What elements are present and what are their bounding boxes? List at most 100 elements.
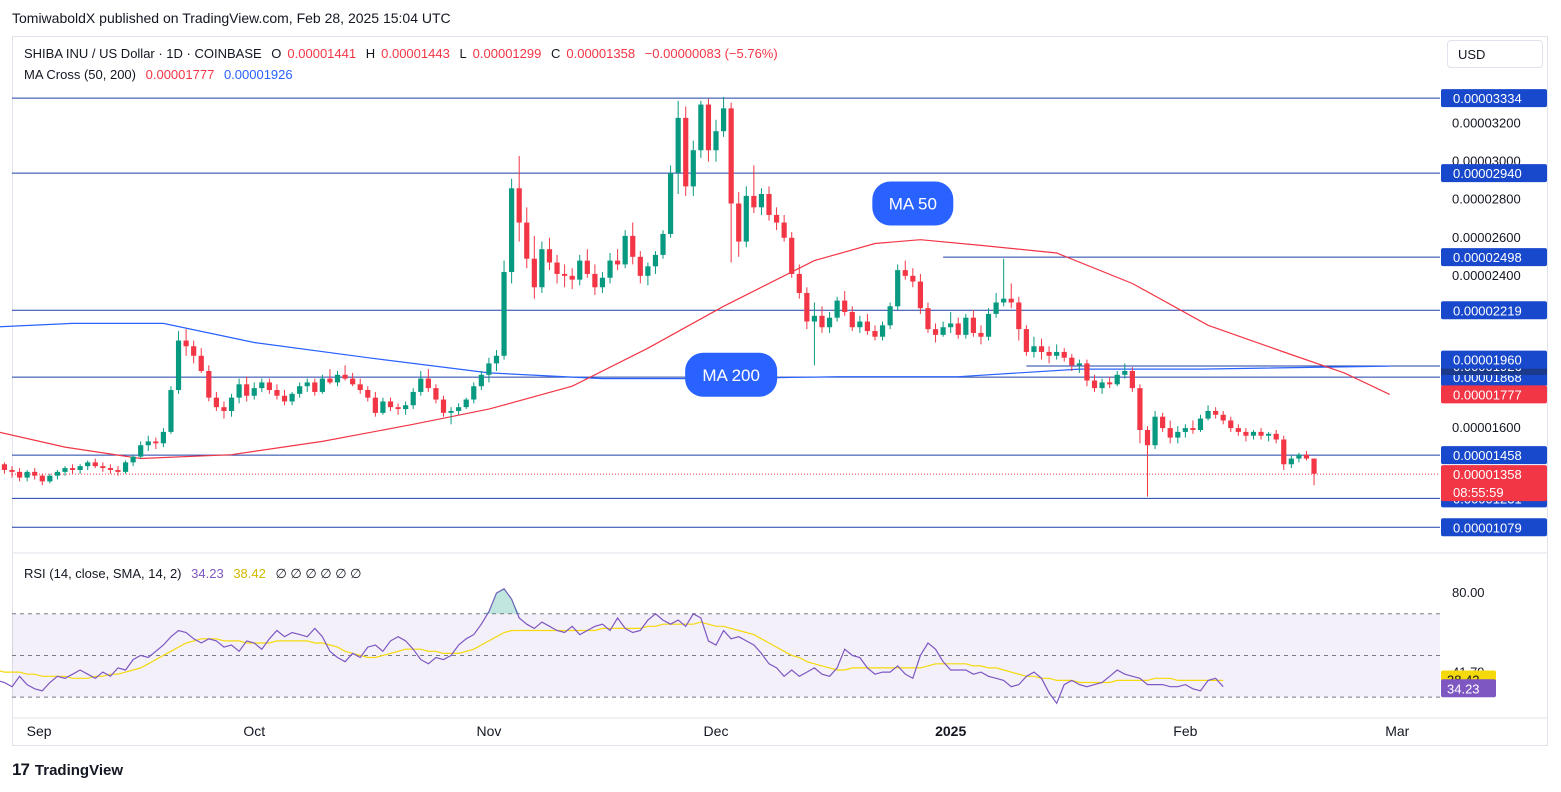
candle-body	[781, 222, 787, 238]
candle-body	[675, 117, 681, 174]
candle-body	[213, 397, 219, 408]
candle-body	[637, 256, 643, 276]
level-price-label-bg	[1441, 518, 1547, 537]
level-price-label-bg	[1441, 248, 1547, 267]
candle-body	[660, 233, 666, 255]
candle-body	[902, 270, 908, 276]
candle-body	[1061, 351, 1067, 358]
candle-body	[1054, 351, 1060, 356]
candle-body	[1266, 433, 1272, 436]
candle-body	[993, 302, 999, 314]
open-value: 0.00001441	[287, 46, 357, 61]
candle-body	[932, 329, 939, 335]
candle-body	[1091, 380, 1098, 389]
countdown-label: 08:55:59	[1453, 485, 1504, 500]
candle-body	[1220, 414, 1226, 421]
candle-body	[887, 306, 893, 326]
candle-body	[728, 108, 734, 204]
rsi-legend[interactable]: RSI (14, close, SMA, 14, 2) 34.23 38.42 …	[24, 566, 368, 582]
candle-body	[251, 388, 257, 396]
candle-body	[683, 117, 689, 187]
candle-body	[1190, 428, 1196, 430]
candle-body	[645, 266, 651, 276]
candle-body	[509, 188, 515, 273]
candle-body	[948, 323, 954, 328]
candle-body	[963, 317, 969, 335]
candle-body	[1031, 346, 1037, 352]
candle-body	[319, 378, 325, 392]
ma200-legend-value: 0.00001926	[223, 67, 293, 82]
candle-body	[228, 397, 235, 411]
rsi-value-label: 34.23	[1447, 681, 1480, 696]
candle-body	[743, 195, 749, 242]
candle-body	[1152, 416, 1158, 446]
rsi-label: RSI (14, close, SMA, 14, 2)	[24, 566, 182, 581]
candle-body	[622, 235, 628, 265]
symbol-title: SHIBA INU / US Dollar · 1D · COINBASE	[24, 46, 262, 61]
candle-body	[387, 401, 394, 408]
candle-body	[39, 475, 45, 482]
candle-body	[1038, 346, 1045, 352]
chart-frame	[12, 36, 1548, 746]
candle-body	[456, 407, 462, 411]
candle-body	[940, 327, 946, 335]
rsi-line	[0, 588, 1224, 705]
candle-body	[357, 384, 363, 391]
level-price-label-bg	[1441, 89, 1547, 108]
candle-body	[758, 194, 765, 208]
candle-body	[842, 300, 848, 312]
candle-body	[478, 374, 484, 387]
candle-body	[153, 441, 159, 444]
candle-body	[281, 395, 288, 402]
candle-body	[77, 466, 83, 470]
open-label: O	[271, 46, 282, 61]
candle-body	[425, 378, 431, 389]
candle-body	[910, 275, 916, 282]
candle-body	[1137, 388, 1143, 430]
candle-body	[380, 401, 386, 413]
candle-body	[1250, 431, 1257, 436]
candle-body	[1273, 433, 1279, 440]
tradingview-footer: 17 TradingView	[12, 760, 123, 780]
candle-body	[448, 410, 454, 413]
ma-legend[interactable]: MA Cross (50, 200) 0.00001777 0.00001926	[24, 67, 299, 82]
time-tick-label: Nov	[476, 723, 501, 739]
candle-body	[736, 203, 742, 242]
candle-body	[720, 108, 727, 132]
candle-body	[433, 388, 439, 400]
candle-body	[1281, 439, 1287, 465]
level-price-label: 0.00002940	[1453, 166, 1522, 181]
candle-body	[160, 431, 166, 444]
level-price-label: 0.00001458	[1453, 448, 1522, 463]
candle-body	[493, 355, 500, 364]
candle-body	[1303, 454, 1310, 459]
candle-body	[9, 469, 15, 472]
candle-body	[175, 340, 182, 391]
candle-body	[789, 237, 795, 274]
ma-cross-label: MA Cross (50, 200)	[24, 67, 136, 82]
candle-body	[145, 441, 151, 446]
currency-button[interactable]: USD	[1447, 40, 1543, 68]
candle-body	[395, 407, 401, 410]
candle-body	[1288, 458, 1294, 465]
rsi-sma-legend-value: 38.42	[233, 566, 266, 581]
close-label: C	[550, 46, 561, 61]
candle-body	[1046, 351, 1052, 356]
change-value: −0.00000083 (−5.76%)	[644, 46, 778, 61]
candle-body	[516, 188, 522, 223]
candle-body	[62, 468, 68, 472]
candle-body	[615, 260, 621, 265]
tradingview-brand: TradingView	[34, 761, 124, 779]
candle-body	[1296, 454, 1302, 459]
candle-body	[191, 346, 197, 356]
candle-body	[849, 312, 855, 328]
level-price-label-bg	[1441, 301, 1547, 320]
time-tick-label: Sep	[27, 723, 52, 739]
candle-body	[713, 131, 719, 151]
rsi-sma-line	[0, 621, 1224, 684]
candle-body	[501, 272, 507, 356]
candle-body	[773, 214, 780, 223]
candle-body	[206, 371, 212, 398]
candle-body	[130, 456, 136, 463]
